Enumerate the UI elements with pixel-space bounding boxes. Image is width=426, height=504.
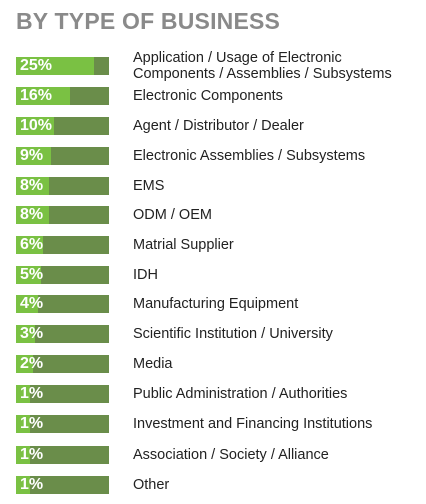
bar <box>16 446 30 464</box>
bar <box>16 57 94 75</box>
bar <box>16 295 38 313</box>
bar-row: 1% Public Administration / Authorities <box>0 382 426 406</box>
bar-value-label: 1% <box>20 385 44 402</box>
category-label: Matrial Supplier <box>133 237 234 253</box>
bar-value-label: 6% <box>20 236 44 253</box>
bar-row: 3% Scientific Institution / University <box>0 322 426 346</box>
bar-track <box>16 476 109 494</box>
bar-row: 16% Electronic Components <box>0 84 426 108</box>
bar-row: 9% Electronic Assemblies / Subsystems <box>0 144 426 168</box>
bar-value-label: 5% <box>20 266 44 283</box>
bar-value-label: 2% <box>20 355 44 372</box>
bar-value-label: 25% <box>20 57 53 74</box>
bar-track <box>16 355 109 373</box>
bar <box>16 266 41 284</box>
category-label: Agent / Distributor / Dealer <box>133 118 304 134</box>
category-label: ODM / OEM <box>133 207 212 223</box>
category-label: Investment and Financing Institutions <box>133 416 373 432</box>
category-label: IDH <box>133 267 158 283</box>
bar-row: 5% IDH <box>0 263 426 287</box>
bar <box>16 206 49 224</box>
bar-row: 1% Association / Society / Alliance <box>0 443 426 467</box>
bar-row: 1% Investment and Financing Institutions <box>0 412 426 436</box>
bar-row: 6% Matrial Supplier <box>0 233 426 257</box>
category-label: Public Administration / Authorities <box>133 386 348 402</box>
category-label: Scientific Institution / University <box>133 326 333 342</box>
bar <box>16 385 30 403</box>
bar <box>16 476 30 494</box>
bar-track <box>16 446 109 464</box>
bar <box>16 117 54 135</box>
bar-track <box>16 385 109 403</box>
chart-title: BY TYPE OF BUSINESS <box>16 8 281 34</box>
category-label: Media <box>133 356 173 372</box>
category-label: EMS <box>133 178 165 194</box>
bar <box>16 87 70 105</box>
category-label: Other <box>133 477 170 493</box>
bar <box>16 325 36 343</box>
bar-track <box>16 295 109 313</box>
bar-row: 8% ODM / OEM <box>0 203 426 227</box>
bar-value-label: 8% <box>20 177 44 194</box>
bar-row: 10% Agent / Distributor / Dealer <box>0 114 426 138</box>
category-label: Electronic Components <box>133 88 283 104</box>
bar <box>16 236 44 254</box>
bar-value-label: 3% <box>20 325 44 342</box>
bar-track <box>16 415 109 433</box>
bar-value-label: 10% <box>20 117 53 134</box>
bar-row: 25% Application / Usage of Electronic Comp… <box>0 50 426 82</box>
category-label: Association / Society / Alliance <box>133 447 329 463</box>
bar-value-label: 1% <box>20 446 44 463</box>
category-label: Electronic Assemblies / Subsystems <box>133 148 366 164</box>
bar-value-label: 1% <box>20 415 44 432</box>
bar-track <box>16 325 109 343</box>
bar-row: 2% Media <box>0 352 426 376</box>
bar-value-label: 4% <box>20 295 44 312</box>
bar <box>16 177 49 195</box>
bar-value-label: 16% <box>20 87 53 104</box>
bar <box>16 355 33 373</box>
bar-row: 8% EMS <box>0 174 426 198</box>
bar <box>16 415 30 433</box>
category-label: Components / Assemblies / Subsystems <box>133 66 392 82</box>
bar-row: 4% Manufacturing Equipment <box>0 292 426 316</box>
bar-value-label: 9% <box>20 147 44 164</box>
bar-value-label: 8% <box>20 206 44 223</box>
category-label: Application / Usage of Electronic <box>133 50 342 66</box>
bar-row: 1% Other <box>0 473 426 497</box>
category-label: Manufacturing Equipment <box>133 296 299 312</box>
bar-value-label: 1% <box>20 476 44 493</box>
bar <box>16 147 52 165</box>
